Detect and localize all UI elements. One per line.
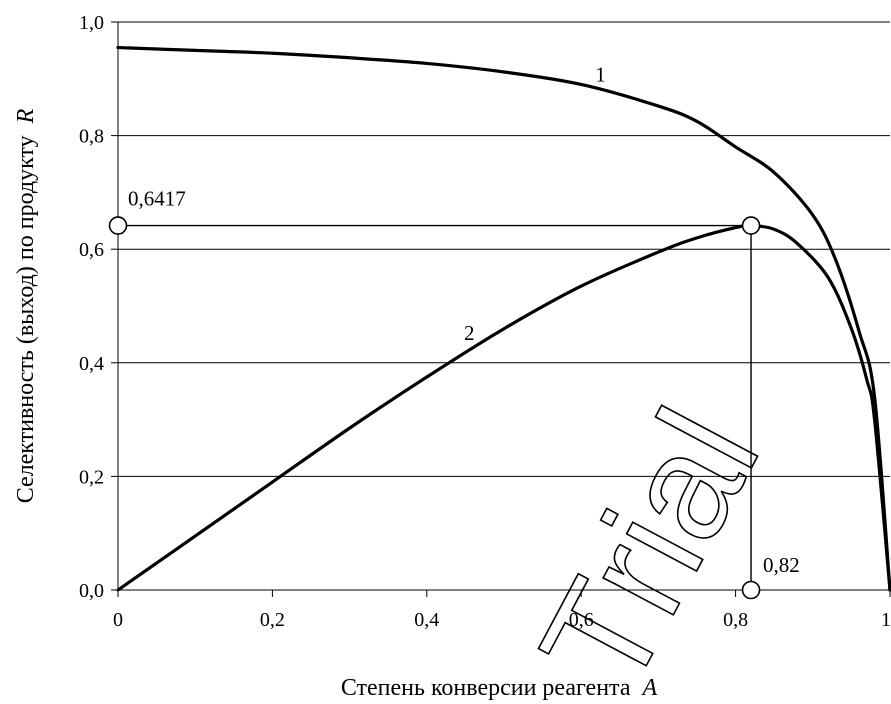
x-tick-label: 0,8	[723, 609, 748, 631]
labels: 0,0 0,2 0,4 0,6 0,8 1,0 0 0,2 0,4 0,6 0,8 1 1 2 0,6417…	[79, 12, 891, 631]
y-tick-label: 0,4	[79, 353, 104, 375]
x-tick-label: 0,4	[414, 609, 439, 631]
series-line-2	[116, 223, 891, 592]
y-tick-label: 1,0	[79, 12, 104, 34]
grid-lines	[111, 21, 891, 597]
reference-lines	[118, 224, 752, 590]
series-line-1	[116, 45, 891, 592]
trial-watermark: Trial	[508, 384, 791, 704]
x-axis-title: Степень конверсии реагента A	[341, 675, 658, 701]
value-annotation: 0,6417	[128, 187, 186, 211]
y-tick-label: 0,8	[79, 126, 104, 148]
data-marker	[108, 216, 128, 235]
series	[116, 45, 891, 592]
y-axis-title: Селективность (выход) по продуктуR	[13, 108, 39, 503]
series-label-1: 1	[595, 63, 606, 87]
data-marker	[741, 580, 761, 600]
x-tick-label: 0,2	[260, 609, 285, 631]
axes	[117, 22, 890, 591]
x-tick-label: 0,6	[569, 609, 594, 631]
y-tick-label: 0,0	[79, 580, 104, 602]
value-annotation: 0,82	[763, 553, 800, 577]
x-tick-label: 0	[113, 609, 123, 631]
x-tick-label: 1	[881, 609, 891, 631]
y-tick-label: 0,6	[79, 239, 104, 261]
y-tick-label: 0,2	[79, 466, 104, 488]
markers	[108, 216, 761, 600]
series-label-2: 2	[464, 321, 475, 345]
data-marker	[741, 216, 761, 235]
